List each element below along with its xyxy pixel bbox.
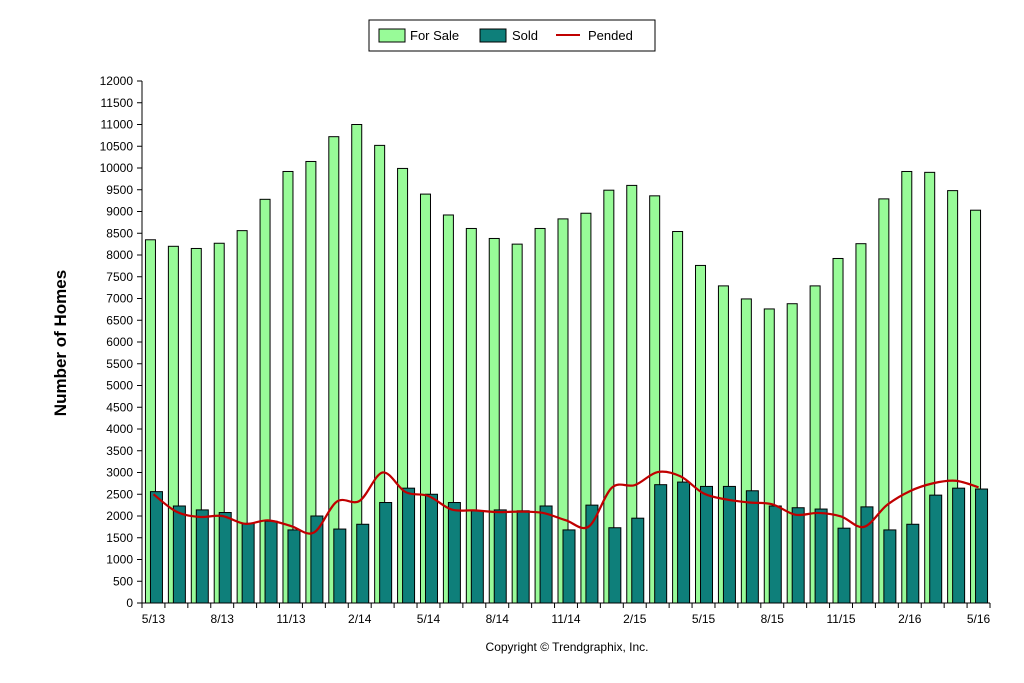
x-tick-label: 8/14	[486, 612, 510, 626]
bar-sold	[791, 507, 805, 604]
bar-sold	[929, 494, 943, 604]
x-tick-label: 8/15	[761, 612, 785, 626]
y-tick-label: 9000	[106, 205, 133, 219]
legend-swatch-for-sale	[378, 28, 406, 43]
bar-sold	[814, 508, 828, 604]
y-tick-label: 500	[113, 574, 133, 588]
copyright-text: Copyright © Trendgraphix, Inc.	[486, 640, 649, 654]
bar-sold	[287, 529, 301, 604]
y-tick-label: 7500	[106, 270, 133, 284]
y-tick-label: 6500	[106, 313, 133, 327]
bar-sold	[745, 490, 759, 604]
bar-sold	[700, 485, 714, 604]
y-tick-label: 3000	[106, 466, 133, 480]
x-tick-label: 5/13	[142, 612, 166, 626]
legend-label-sold: Sold	[512, 28, 538, 43]
y-tick-label: 10000	[100, 161, 134, 175]
bar-sold	[264, 520, 278, 604]
bar-sold	[172, 505, 186, 604]
y-tick-label: 6000	[106, 335, 133, 349]
bar-sold	[218, 512, 232, 604]
bar-sold	[241, 522, 255, 604]
x-axis: 5/13 8/13 11/13 2/14 5/14 8/14 11/14 2/15 5/15 8/…	[141, 603, 991, 626]
for-sale-bars	[144, 124, 982, 604]
bar-sold	[768, 505, 782, 604]
y-tick-label: 1000	[106, 553, 133, 567]
bar-sold	[447, 502, 461, 604]
x-tick-label: 2/16	[898, 612, 922, 626]
x-tick-label: 11/15	[826, 612, 855, 626]
y-axis: 0 500 1000 1500 2000 2500 3000 3500 4000 4500 5000…	[100, 74, 142, 610]
bar-sold	[493, 509, 507, 604]
bar-sold	[424, 493, 438, 604]
y-tick-label: 2500	[106, 487, 133, 501]
y-tick-label: 11000	[101, 118, 134, 132]
y-tick-label: 10500	[100, 139, 134, 153]
bar-sold	[883, 529, 897, 604]
pended-line-group	[152, 470, 979, 535]
y-tick-label: 8000	[106, 248, 133, 262]
axes	[141, 81, 990, 604]
y-tick-label: 11500	[101, 96, 134, 110]
y-axis-label: Number of Homes	[51, 270, 70, 416]
y-tick-label: 5000	[106, 379, 133, 393]
y-tick-label: 5500	[106, 357, 133, 371]
x-tick-label: 5/16	[967, 612, 991, 626]
sold-bars	[149, 481, 989, 604]
bar-sold	[654, 484, 668, 604]
bar-sold	[837, 527, 851, 604]
bar-sold	[677, 481, 691, 604]
y-tick-label: 9500	[106, 183, 133, 197]
bar-sold	[402, 487, 416, 604]
bar-sold	[631, 517, 645, 604]
x-tick-label: 5/14	[417, 612, 441, 626]
legend-label-pended: Pended	[588, 28, 633, 43]
bar-sold	[608, 527, 622, 604]
bar-sold	[333, 528, 347, 604]
y-tick-label: 4000	[106, 422, 133, 436]
x-tick-label: 2/15	[623, 612, 647, 626]
legend: For Sale Sold Pended	[368, 19, 656, 52]
bar-sold	[585, 504, 599, 604]
y-tick-label: 12000	[100, 74, 134, 88]
y-tick-label: 3500	[106, 444, 133, 458]
y-tick-label: 2000	[106, 509, 133, 523]
x-tick-label: 5/15	[692, 612, 716, 626]
legend-swatch-sold	[479, 28, 507, 43]
x-tick-label: 2/14	[348, 612, 372, 626]
y-tick-label: 1500	[106, 531, 133, 545]
bar-sold	[906, 523, 920, 604]
y-tick-label: 8500	[106, 226, 133, 240]
bar-sold	[952, 487, 966, 604]
bar-sold	[356, 523, 370, 604]
y-tick-label: 0	[126, 596, 133, 610]
bar-sold	[379, 502, 393, 604]
y-tick-label: 7000	[106, 292, 133, 306]
bar-sold	[562, 529, 576, 604]
bar-sold	[975, 488, 989, 604]
pended-line	[152, 470, 979, 535]
bar-sold	[516, 510, 530, 604]
bar-sold	[149, 491, 163, 604]
bar-sold	[195, 509, 209, 604]
bar-sold	[722, 485, 736, 604]
x-tick-label: 11/14	[551, 612, 580, 626]
x-tick-label: 8/13	[211, 612, 235, 626]
legend-label-for-sale: For Sale	[410, 28, 459, 43]
bar-sold	[539, 505, 553, 604]
x-tick-label: 11/13	[276, 612, 305, 626]
y-tick-label: 4500	[106, 400, 133, 414]
bar-sold	[470, 510, 484, 604]
legend-box	[368, 19, 656, 52]
